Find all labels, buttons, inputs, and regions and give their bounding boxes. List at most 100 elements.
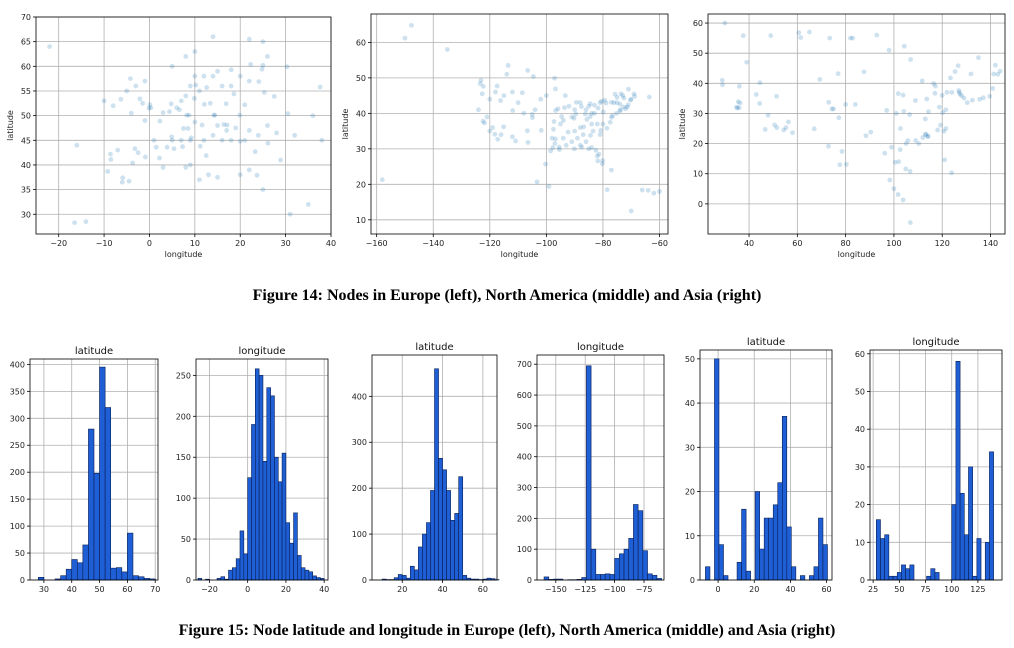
data-point (884, 108, 890, 113)
x-tick-label: 100 (886, 239, 901, 248)
data-point (186, 112, 192, 118)
data-point (587, 101, 593, 107)
data-point (231, 91, 237, 97)
data-point (513, 138, 518, 144)
y-tick-label: 500 (517, 422, 532, 431)
data-point (907, 220, 913, 225)
data-point (310, 113, 316, 119)
x-tick-label: 40 (744, 239, 754, 248)
data-point (600, 158, 606, 163)
y-tick-label: 65 (21, 38, 31, 47)
x-tick-label: 20 (749, 585, 759, 594)
y-tick-label: 50 (21, 112, 31, 121)
data-point (224, 128, 230, 133)
data-point (525, 128, 530, 134)
x-tick-label: −150 (545, 585, 567, 594)
data-point (811, 126, 817, 132)
histogram-bar (289, 542, 294, 581)
data-point (261, 90, 267, 95)
y-tick-label: 100 (517, 545, 532, 554)
data-point (566, 103, 572, 109)
data-point (167, 109, 172, 115)
data-point (271, 94, 277, 99)
y-tick-label: 250 (176, 371, 191, 380)
data-point (482, 120, 487, 126)
histogram-bar (763, 517, 770, 581)
data-point (228, 67, 234, 73)
histogram-bar (430, 490, 435, 581)
y-tick-label: 200 (517, 514, 532, 523)
hist-europe-latitude: latitude 30 40 50 60 70 0 50 100 150 200 250 300 350 4… (10, 346, 161, 594)
histogram-bar (930, 568, 936, 581)
data-point (843, 102, 849, 107)
x-tick-label: 80 (841, 239, 851, 248)
y-tick-label: 70 (21, 13, 31, 22)
data-point (529, 112, 535, 117)
data-point (569, 139, 575, 145)
data-point (284, 64, 290, 70)
data-point (604, 125, 610, 131)
histogram-bar (60, 575, 67, 581)
histogram-bar (901, 564, 906, 581)
histogram-bar (736, 562, 742, 581)
y-axis-label: latitude (678, 109, 687, 140)
y-tick-label: 30 (356, 145, 366, 154)
data-point (898, 126, 903, 131)
data-point (901, 108, 907, 114)
data-point (588, 132, 593, 138)
scatter-asia: longitude latitude 40 60 80 100 120 140 0 10 20 30 4… (678, 13, 1006, 259)
data-point (598, 127, 604, 133)
data-point (563, 142, 569, 148)
histogram-bar (266, 387, 271, 581)
histogram-bar (93, 472, 100, 581)
data-point (612, 91, 618, 97)
histogram-bar (281, 452, 287, 581)
data-point (187, 137, 193, 143)
data-point (722, 20, 728, 26)
y-tick-label: 350 (10, 387, 25, 396)
data-point (534, 179, 540, 185)
data-point (519, 90, 525, 96)
chart-title: latitude (747, 337, 785, 348)
data-point (736, 83, 742, 89)
chart-title: latitude (415, 342, 453, 353)
data-point (191, 95, 197, 101)
histogram-bar (888, 575, 894, 581)
x-tick-label: 40 (785, 585, 795, 594)
x-tick-label: 60 (122, 585, 132, 594)
plot-frame (195, 358, 329, 581)
histogram-bar (813, 566, 819, 581)
data-point (562, 105, 567, 111)
y-tick-label: 300 (517, 484, 532, 493)
data-point (201, 137, 207, 143)
data-point (246, 78, 252, 84)
data-point (219, 83, 225, 89)
data-point (980, 95, 986, 101)
data-point (577, 100, 583, 106)
data-point (602, 97, 608, 103)
data-point (476, 107, 481, 113)
data-point (575, 135, 580, 141)
data-point (618, 91, 624, 97)
x-tick-label: 125 (970, 585, 985, 594)
x-tick-label: −100 (604, 585, 626, 594)
x-tick-label: −140 (422, 239, 444, 248)
data-point (210, 34, 216, 40)
data-point (604, 187, 610, 193)
data-point (863, 133, 869, 139)
data-point (609, 167, 614, 173)
histogram-bar (896, 572, 902, 581)
data-point (553, 136, 558, 142)
data-point (942, 157, 948, 163)
y-tick-label: 10 (855, 538, 865, 547)
data-point (183, 93, 189, 99)
data-point (943, 126, 949, 131)
data-point (550, 145, 556, 151)
histogram-bar (963, 534, 969, 581)
histogram-bar (397, 574, 403, 581)
data-point (611, 100, 617, 106)
histogram-bar (458, 476, 464, 581)
data-point (625, 102, 631, 108)
histogram-bar (926, 575, 932, 581)
data-point (74, 142, 80, 148)
